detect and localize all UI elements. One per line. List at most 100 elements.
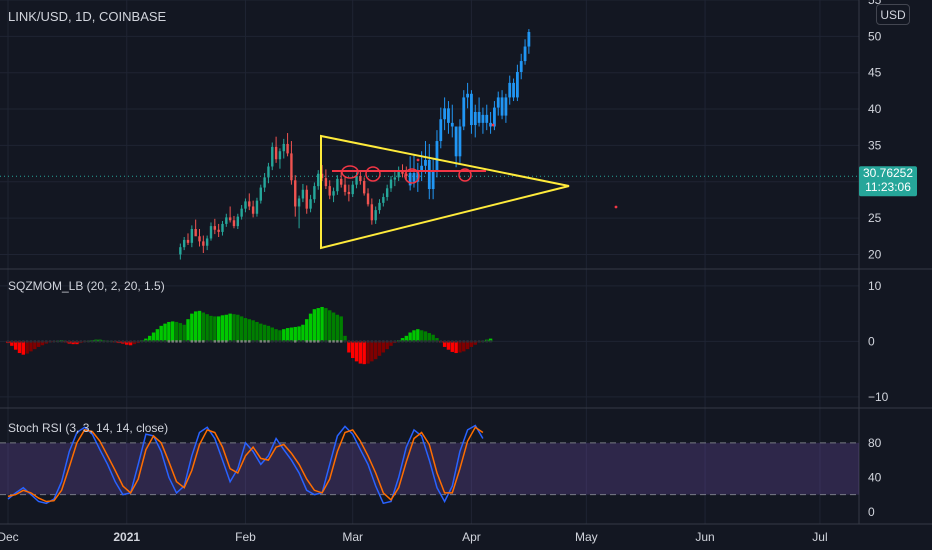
candle-body <box>209 226 213 239</box>
sqzmom-bar <box>446 341 451 350</box>
sqzmom-dot <box>29 340 33 343</box>
sqzmom-bar <box>305 319 309 342</box>
sqzmom-bar <box>301 324 305 342</box>
candle-body <box>267 166 270 178</box>
price-axis[interactable]: 2025303540455055 <box>868 0 882 261</box>
sqzmom-axis[interactable]: 10 0 −10 <box>868 279 889 404</box>
candle-body <box>443 108 447 120</box>
sqzmom-bar <box>228 313 232 342</box>
sqzmom-bar <box>389 341 393 346</box>
candle-body <box>225 217 228 224</box>
candle-body <box>366 193 370 205</box>
sqzmom-title[interactable]: SQZMOM_LB (20, 2, 20, 1.5) <box>8 279 165 293</box>
time-axis[interactable]: Dec 2021 Feb Mar Apr May Jun Jul <box>0 530 828 544</box>
sqzmom-bar <box>408 332 412 342</box>
candle-body <box>343 184 347 192</box>
price-tick-label: 55 <box>868 0 882 7</box>
stoch-rsi-axis[interactable]: 80 40 0 <box>868 436 882 519</box>
sqzmom-dot <box>171 340 174 343</box>
candle-body <box>202 241 205 246</box>
candle-body <box>332 191 335 196</box>
price-candles[interactable] <box>179 133 408 260</box>
sqzmom-bar <box>324 308 328 342</box>
marker-dot <box>614 205 618 209</box>
sqzmom-bar <box>282 329 286 342</box>
sqzmom-bar <box>125 341 129 345</box>
sqzmom-dot <box>271 340 274 343</box>
candle-body <box>347 191 351 195</box>
candle-body <box>236 216 239 227</box>
sqzmom-bar <box>216 316 221 342</box>
sqzmom-bar <box>308 313 313 342</box>
sqzmom-dot <box>401 340 404 343</box>
sqzmom-dot <box>290 340 293 343</box>
sqzmom-bar <box>170 321 175 342</box>
candle-body <box>374 210 377 221</box>
symbol-title[interactable]: LINK/USD, 1D, COINBASE <box>8 9 167 24</box>
chart-drawings[interactable] <box>320 123 618 250</box>
stoch-rsi-title[interactable]: Stoch RSI (3, 3, 14, 14, close) <box>8 421 168 435</box>
sqzmom-bar <box>385 341 389 350</box>
currency-button[interactable]: USD <box>876 4 910 25</box>
projected-candles[interactable] <box>408 29 531 200</box>
sqzmom-bar <box>13 341 18 350</box>
symmetrical-triangle[interactable] <box>320 134 570 250</box>
candle-body <box>412 173 416 182</box>
candle-body <box>420 165 424 171</box>
sqzmom-bar <box>469 341 474 347</box>
sqzmom-bar <box>17 341 22 354</box>
sqzmom-bar <box>128 341 133 346</box>
sqzmom-dot <box>428 340 431 343</box>
sqzmom-dot <box>431 340 435 343</box>
sqzmom-bar <box>193 311 198 342</box>
sqzmom-bar <box>419 330 424 342</box>
candle-body <box>527 31 531 47</box>
sqzmom-dot <box>110 340 113 343</box>
sqzmom-bar <box>266 325 271 342</box>
time-tick-label: 2021 <box>113 530 140 544</box>
touch-circle <box>365 166 381 182</box>
candle-body <box>221 223 224 232</box>
sqzmom-dot <box>466 340 469 343</box>
stoch-k-line <box>7 424 484 505</box>
sqzmom-dot <box>332 340 335 343</box>
candle-body <box>297 198 301 207</box>
candle-body <box>320 173 324 179</box>
sqzmom-dot <box>140 340 144 343</box>
sqzmom-bar <box>347 341 351 353</box>
sqzmom-dot <box>144 340 148 343</box>
candle-body <box>397 170 400 178</box>
touch-circle <box>458 168 472 182</box>
sqzmom-bar <box>151 332 156 342</box>
candle-body <box>458 126 462 157</box>
sqzmom-bar <box>278 330 282 342</box>
sqzmom-dot <box>160 340 163 343</box>
sqzmom-dot <box>236 340 239 343</box>
sqzmom-dot <box>317 340 320 343</box>
sqzmom-dot <box>209 340 213 343</box>
candle-body <box>362 181 366 194</box>
candle-body <box>405 173 408 176</box>
sqzmom-bar <box>178 323 183 342</box>
candle-body <box>324 178 328 187</box>
sqzmom-dot <box>83 340 86 343</box>
candle-body <box>454 126 458 157</box>
sqzmom-dot <box>251 340 255 343</box>
sqzmom-bar <box>400 338 405 342</box>
candle-body <box>179 247 182 255</box>
candle-body <box>328 186 331 196</box>
candle-body <box>232 220 236 227</box>
sqzmom-bar <box>255 321 259 342</box>
sqzmom-dot <box>347 340 351 343</box>
sqzmom-dot <box>152 340 155 343</box>
sqzmom-dot <box>362 340 366 343</box>
sqzmom-dot <box>121 340 125 343</box>
candle-body <box>286 143 289 154</box>
sqzmom-dot <box>267 340 270 343</box>
sqzmom-dot <box>351 340 354 343</box>
candle-body <box>393 177 397 180</box>
sqzmom-dot <box>14 340 17 343</box>
sqzmom-bar <box>373 341 378 360</box>
sqzmom-dot <box>324 340 328 343</box>
